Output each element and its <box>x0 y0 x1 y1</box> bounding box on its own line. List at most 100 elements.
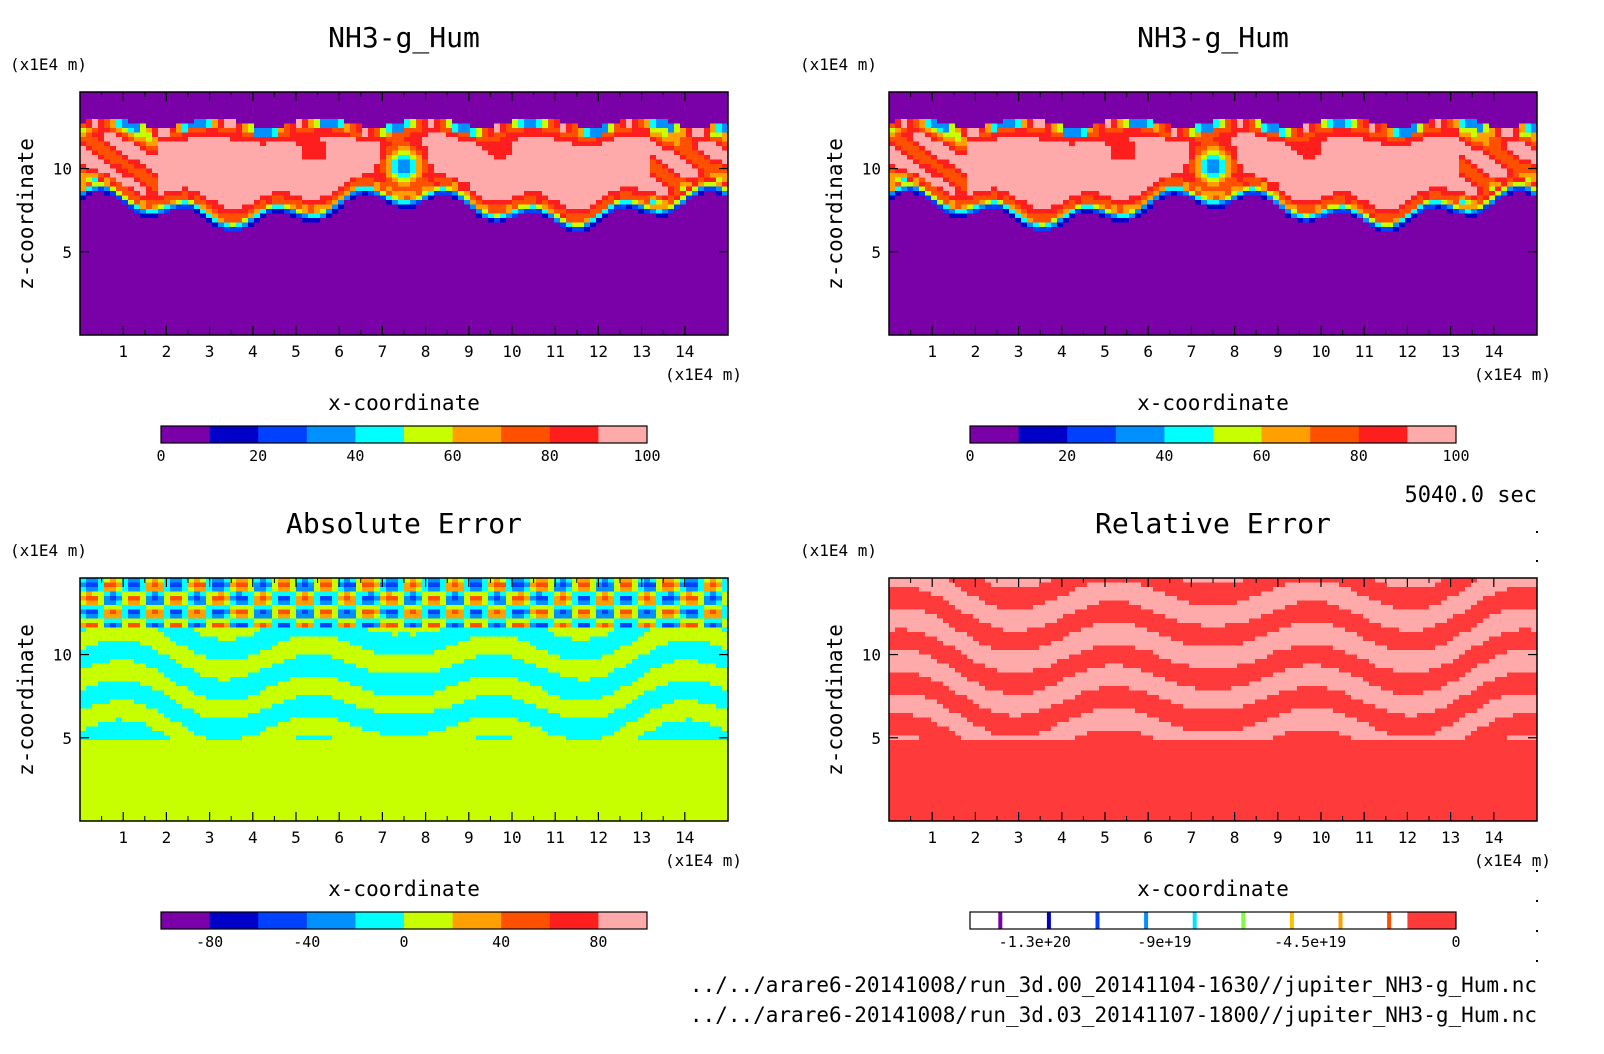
heatmap-cell <box>104 132 111 138</box>
heatmap-cell <box>626 186 633 192</box>
heatmap-cell <box>422 222 429 228</box>
heatmap-cell <box>302 276 309 282</box>
heatmap-cell <box>566 236 573 242</box>
heatmap-cell <box>710 96 717 102</box>
heatmap-cell <box>266 132 273 138</box>
heatmap-cell <box>488 128 495 134</box>
heatmap-cell <box>494 92 501 98</box>
heatmap-cell <box>446 191 453 197</box>
heatmap-cell <box>290 155 297 161</box>
heatmap-cell <box>518 218 525 224</box>
heatmap-cell <box>230 164 237 170</box>
heatmap-cell <box>218 195 225 201</box>
heatmap-cell <box>674 168 681 174</box>
heatmap-cell <box>356 195 363 201</box>
heatmap-cell <box>212 110 219 116</box>
heatmap-cell <box>158 105 165 111</box>
heatmap-cell <box>260 137 267 143</box>
heatmap-cell <box>110 105 117 111</box>
heatmap-cell <box>290 285 297 291</box>
heatmap-cell <box>320 123 327 129</box>
heatmap-cell <box>524 177 531 183</box>
heatmap-cell <box>674 105 681 111</box>
heatmap-cell <box>530 236 537 242</box>
heatmap-cell <box>722 236 728 242</box>
heatmap-cell <box>692 249 699 255</box>
heatmap-cell <box>350 276 357 282</box>
heatmap-cell <box>296 263 303 269</box>
heatmap-cell <box>128 110 135 116</box>
heatmap-cell <box>278 285 285 291</box>
heatmap-cell <box>710 137 717 143</box>
heatmap-cell <box>284 150 291 156</box>
heatmap-cell <box>344 114 351 120</box>
heatmap-cell <box>212 267 219 273</box>
heatmap-cell <box>350 137 357 143</box>
heatmap-cell <box>536 92 543 98</box>
heatmap-cell <box>680 281 687 287</box>
heatmap-cell <box>716 195 723 201</box>
heatmap-cell <box>368 128 375 134</box>
heatmap-cell <box>470 236 477 242</box>
heatmap-cell <box>92 159 99 165</box>
heatmap-cell <box>644 159 651 165</box>
heatmap-cell <box>566 123 573 129</box>
heatmap-cell <box>104 92 111 98</box>
heatmap-cell <box>194 177 201 183</box>
heatmap-cell <box>254 128 261 134</box>
heatmap-cell <box>422 119 429 125</box>
heatmap-cell <box>470 173 477 179</box>
heatmap-cell <box>110 182 117 188</box>
heatmap-cell <box>374 177 381 183</box>
heatmap-cell <box>374 290 381 296</box>
heatmap-cell <box>638 191 645 197</box>
heatmap-cell <box>230 114 237 120</box>
heatmap-cell <box>446 186 453 192</box>
heatmap-cell <box>620 263 627 269</box>
heatmap-cell <box>164 236 171 242</box>
heatmap-cell <box>470 110 477 116</box>
heatmap-cell <box>626 92 633 98</box>
heatmap-cell <box>188 123 195 129</box>
heatmap-cell <box>542 263 549 269</box>
heatmap-cell <box>662 96 669 102</box>
heatmap-cell <box>560 168 567 174</box>
heatmap-cell <box>608 114 615 120</box>
heatmap-cell <box>602 200 609 206</box>
heatmap-cell <box>98 182 105 188</box>
heatmap-cell <box>80 263 87 269</box>
heatmap-cell <box>494 173 501 179</box>
heatmap-cell <box>248 231 255 237</box>
heatmap-cell <box>260 195 267 201</box>
heatmap-cell <box>314 119 321 125</box>
heatmap-cell <box>530 222 537 228</box>
heatmap-cell <box>410 290 417 296</box>
heatmap-cell <box>170 204 177 210</box>
heatmap-cell <box>512 294 519 300</box>
heatmap-cell <box>194 195 201 201</box>
heatmap-cell <box>134 240 141 246</box>
heatmap-cell <box>386 146 393 152</box>
heatmap-cell <box>548 119 555 125</box>
heatmap-cell <box>638 155 645 161</box>
heatmap-cell <box>326 236 333 242</box>
heatmap-cell <box>80 209 87 215</box>
heatmap-cell <box>404 267 411 273</box>
heatmap-cell <box>476 155 483 161</box>
heatmap-cell <box>350 101 357 107</box>
heatmap-cell <box>176 123 183 129</box>
heatmap-cell <box>290 96 297 102</box>
heatmap-cell <box>368 186 375 192</box>
heatmap-cell <box>350 294 357 300</box>
heatmap-cell <box>608 213 615 219</box>
heatmap-cell <box>608 218 615 224</box>
heatmap-cell <box>422 200 429 206</box>
heatmap-cell <box>656 173 663 179</box>
heatmap-cell <box>512 218 519 224</box>
heatmap-cell <box>464 101 471 107</box>
heatmap-cell <box>146 164 153 170</box>
heatmap-cell <box>332 105 339 111</box>
heatmap-cell <box>572 231 579 237</box>
heatmap-cell <box>290 186 297 192</box>
